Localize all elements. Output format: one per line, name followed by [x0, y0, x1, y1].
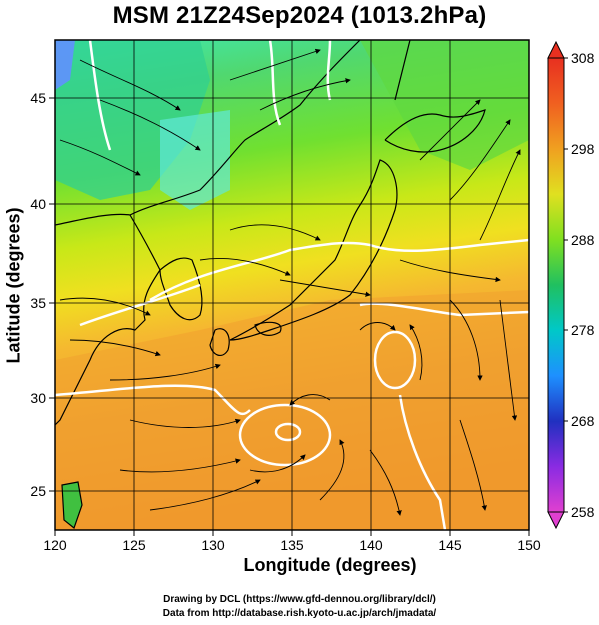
x-tick-label: 135	[280, 537, 304, 553]
colorbar-tick-label: 268	[571, 413, 595, 429]
colorbar-bottom-arrow	[547, 511, 565, 530]
x-tick-label: 140	[359, 537, 383, 553]
colorbar-tick-label: 288	[571, 232, 595, 248]
x-tick-label: 130	[201, 537, 225, 553]
cyclone-contours	[238, 330, 417, 467]
colorbar-top-arrow	[547, 40, 565, 59]
y-tick-label: 45	[30, 90, 46, 106]
y-tick-label: 35	[30, 295, 46, 311]
page-title: MSM 21Z24Sep2024 (1013.2hPa)	[112, 2, 487, 29]
wind-streamlines	[59, 48, 521, 516]
colorbar-tick-label: 278	[571, 322, 595, 338]
colorbar-tick-label: 258	[571, 504, 595, 520]
map-grid	[55, 40, 529, 530]
y-tick-label: 30	[30, 390, 46, 406]
colorbar: 258 268 278 288 298 308	[547, 40, 595, 530]
y-tick-label: 25	[30, 483, 46, 499]
y-tick-label: 40	[30, 196, 46, 212]
axis-ticks	[49, 97, 530, 536]
colorbar-tick-label: 298	[571, 141, 595, 157]
isotherms	[55, 40, 529, 530]
x-tick-label: 145	[438, 537, 462, 553]
x-axis-label: Longitude (degrees)	[243, 555, 417, 575]
x-tick-label: 125	[122, 537, 146, 553]
x-tick-label: 120	[43, 537, 67, 553]
y-axis-label: Latitude (degrees)	[3, 207, 24, 364]
credit-data: Data from http://database.rish.kyoto-u.a…	[162, 608, 437, 619]
x-tick-label: 150	[517, 537, 541, 553]
colorbar-tick-label: 308	[571, 50, 595, 66]
coastlines	[55, 40, 486, 529]
credit-drawing: Drawing by DCL (https://www.gfd-dennou.o…	[163, 594, 436, 605]
